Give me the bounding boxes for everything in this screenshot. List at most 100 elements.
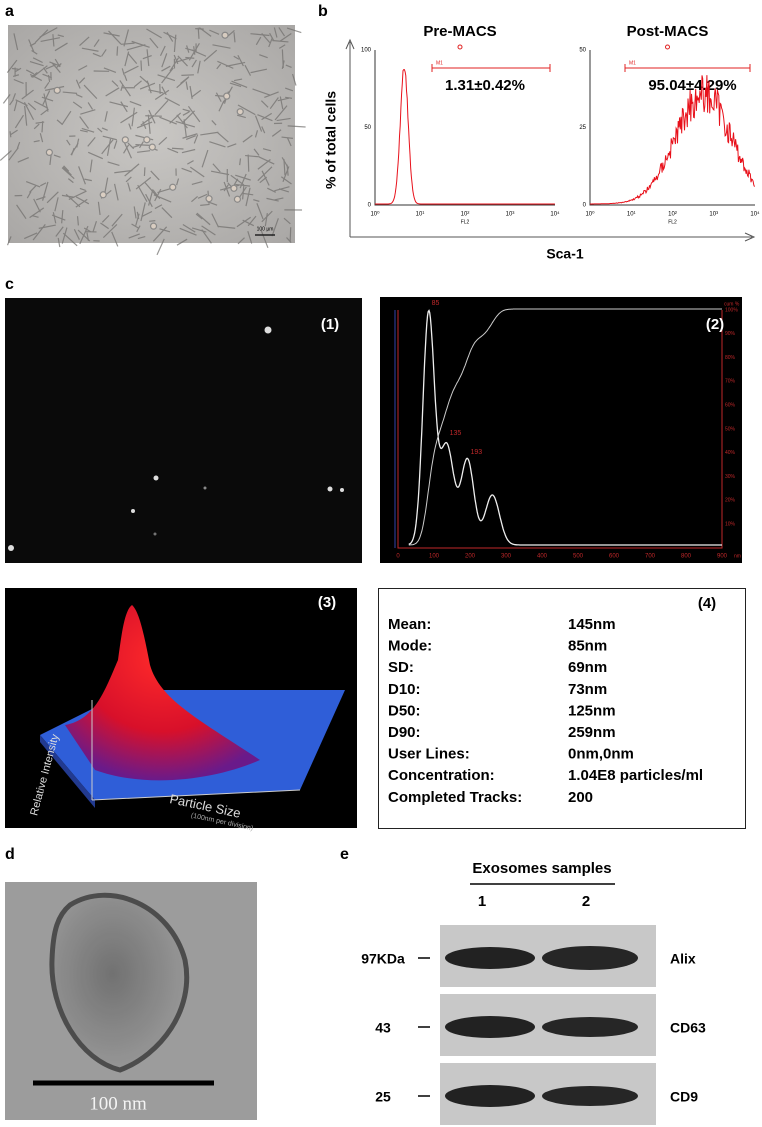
cell bbox=[163, 31, 177, 40]
cell bbox=[140, 202, 146, 222]
cell bbox=[141, 210, 153, 217]
cell bbox=[196, 212, 211, 226]
x-tick-label: 700 bbox=[645, 554, 656, 560]
cell bbox=[113, 140, 118, 149]
cell bbox=[173, 34, 177, 53]
cell bbox=[68, 190, 87, 201]
summary-label: D50: bbox=[388, 702, 421, 719]
cell bbox=[158, 136, 168, 146]
cell bbox=[113, 183, 119, 201]
cell bbox=[16, 141, 21, 149]
right-tick-label: 10% bbox=[725, 522, 736, 528]
cell bbox=[147, 114, 151, 134]
cell bbox=[83, 84, 98, 100]
cell bbox=[38, 224, 56, 229]
cell bbox=[29, 60, 44, 67]
x-tick-label: 500 bbox=[573, 554, 584, 560]
cell bbox=[97, 201, 101, 216]
cell bbox=[40, 37, 60, 43]
cell bbox=[200, 203, 210, 206]
cell bbox=[253, 148, 260, 156]
cell bbox=[92, 52, 102, 58]
cell bbox=[225, 61, 246, 67]
cell bbox=[201, 229, 212, 244]
cell bbox=[120, 111, 138, 124]
cell bbox=[67, 178, 74, 184]
panel-label: b bbox=[318, 3, 328, 20]
cell bbox=[239, 158, 242, 166]
cell bbox=[166, 31, 174, 42]
cell bbox=[146, 49, 150, 67]
cell bbox=[13, 78, 24, 85]
cell bbox=[257, 114, 273, 122]
cell bbox=[124, 65, 139, 74]
plot-title: Post-MACS bbox=[627, 23, 709, 40]
cell bbox=[125, 176, 132, 183]
plot-frame bbox=[589, 50, 755, 206]
cell bbox=[24, 105, 28, 126]
gate-stat: 1.31±0.42% bbox=[445, 77, 525, 94]
cell bbox=[223, 181, 231, 197]
cell bbox=[100, 222, 109, 230]
round-cell bbox=[236, 108, 244, 116]
cell bbox=[131, 107, 135, 127]
cell bbox=[256, 203, 264, 220]
cell bbox=[185, 56, 195, 59]
band bbox=[445, 1085, 535, 1107]
cell bbox=[242, 134, 253, 143]
cell bbox=[42, 181, 49, 201]
cell bbox=[61, 167, 75, 180]
cell bbox=[236, 216, 252, 228]
blot-header: Exosomes samples bbox=[472, 860, 611, 877]
cell bbox=[46, 191, 59, 204]
cell bbox=[51, 214, 66, 221]
cell bbox=[62, 166, 72, 176]
summary-label: D90: bbox=[388, 724, 421, 741]
cell bbox=[41, 121, 44, 133]
cell bbox=[159, 45, 166, 56]
cell bbox=[180, 76, 190, 84]
cell bbox=[260, 100, 269, 108]
cell bbox=[211, 213, 220, 228]
cell bbox=[15, 67, 22, 73]
cell bbox=[176, 178, 180, 186]
cell bbox=[181, 167, 192, 173]
cell bbox=[142, 55, 152, 60]
cell bbox=[120, 42, 135, 45]
cell bbox=[161, 65, 171, 72]
cell bbox=[114, 169, 133, 174]
cell-micrograph bbox=[8, 25, 295, 243]
right-unit: cum % bbox=[724, 301, 740, 307]
right-tick-label: 70% bbox=[725, 379, 736, 385]
cell bbox=[81, 47, 99, 52]
cell bbox=[237, 237, 245, 245]
plot-frame bbox=[374, 50, 555, 206]
cell bbox=[137, 184, 148, 203]
cumulative-curve bbox=[408, 308, 722, 546]
cell bbox=[274, 197, 284, 201]
summary-label: Completed Tracks: bbox=[388, 789, 522, 806]
cell bbox=[13, 33, 19, 51]
cell bbox=[80, 129, 88, 133]
band bbox=[445, 947, 535, 969]
size-curve bbox=[408, 309, 722, 546]
cell bbox=[16, 204, 27, 220]
cell bbox=[61, 227, 68, 244]
cell bbox=[235, 183, 251, 187]
cell bbox=[217, 225, 236, 229]
plot-title: Pre-MACS bbox=[423, 23, 496, 40]
cell bbox=[261, 112, 273, 121]
cell bbox=[261, 32, 271, 43]
cell bbox=[12, 93, 17, 100]
summary-value: 1.04E8 particles/ml bbox=[568, 767, 703, 784]
cell bbox=[237, 104, 256, 116]
cell bbox=[274, 186, 290, 192]
cell bbox=[197, 60, 201, 74]
histogram bbox=[375, 69, 555, 205]
cell bbox=[66, 139, 71, 146]
size-label: 43 bbox=[375, 1020, 391, 1036]
cell bbox=[283, 217, 291, 225]
cell bbox=[266, 197, 279, 202]
x-unit: nm bbox=[734, 553, 741, 559]
cell bbox=[271, 218, 279, 237]
